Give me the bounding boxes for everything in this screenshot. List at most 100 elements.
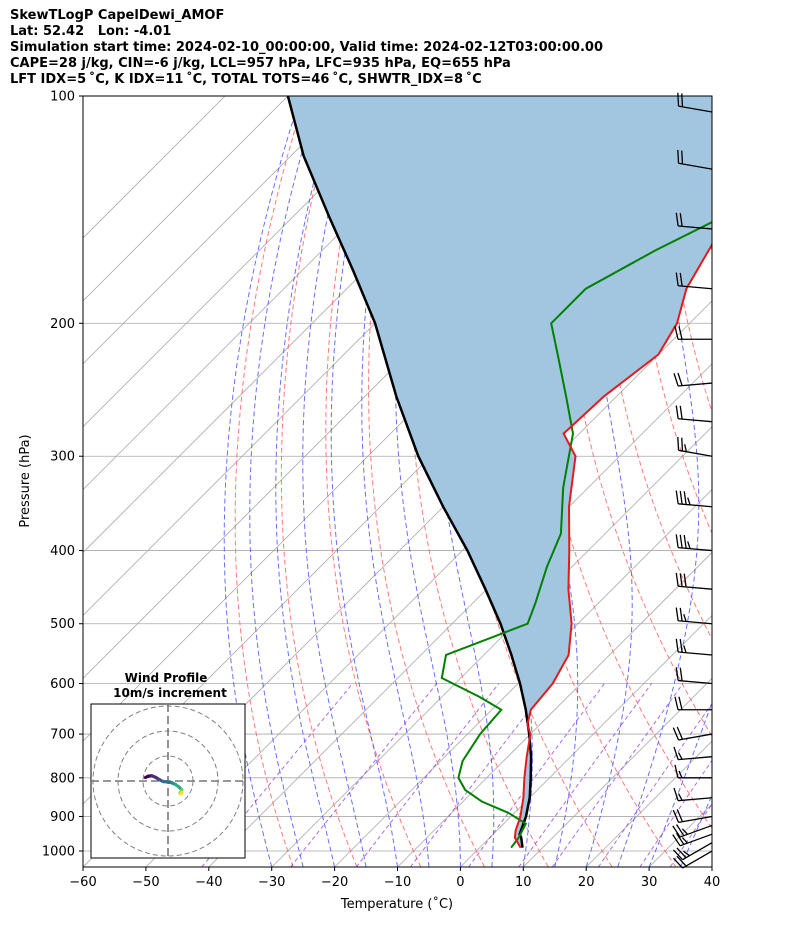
y-tick-label: 400 [50, 544, 75, 559]
hodograph-inset: Wind Profile 10m/s increment [90, 671, 246, 859]
y-tick-label: 700 [50, 728, 75, 743]
mixing-ratio-line [409, 683, 551, 867]
location-line: Lat: 52.42 Lon: -4.01 [10, 24, 172, 39]
wind-barb [675, 405, 713, 423]
temperature-line [513, 242, 712, 849]
dry-adiabat [595, 96, 712, 641]
x-tick-label: −30 [258, 875, 285, 890]
moist-adiabat [648, 700, 712, 867]
y-tick-label: 1000 [42, 845, 75, 860]
wind-barb [677, 436, 713, 457]
moist-adiabat [361, 96, 430, 867]
wind-barb [673, 746, 713, 761]
isotherm [83, 96, 289, 302]
axes: −60 −50 −40 −30 −20 −10 0 10 20 30 40 1000 900 800 700… [42, 90, 720, 891]
y-tick-label: 200 [50, 317, 75, 332]
dry-adiabat [325, 96, 422, 867]
chart-header: SkewTLogP CapelDewi_AMOF Lat: 52.42 Lon:… [10, 8, 603, 88]
wind-barb [675, 212, 713, 230]
moist-adiabat [394, 96, 461, 867]
mixing-ratio-line [355, 683, 500, 867]
moist-adiabat [330, 96, 398, 867]
wind-barb [677, 149, 713, 170]
wind-barb [672, 850, 713, 869]
cape-area [287, 96, 712, 848]
isotherm [83, 96, 352, 365]
wind-barb [672, 824, 713, 838]
wind-barb [673, 787, 713, 802]
wind-barb [672, 726, 713, 741]
x-tick-label: −60 [69, 875, 96, 890]
moist-adiabat [275, 96, 338, 867]
wind-barb [674, 696, 712, 711]
dry-adiabat [280, 96, 358, 867]
y-tick-label: 900 [50, 810, 75, 825]
x-tick-label: 40 [704, 875, 721, 890]
y-tick-label: 100 [50, 90, 75, 105]
x-tick-label: −20 [321, 875, 348, 890]
wind-barb [675, 534, 713, 552]
moist-adiabat [585, 96, 633, 867]
x-tick-label: 10 [515, 875, 532, 890]
chart-title: SkewTLogP CapelDewi_AMOF [10, 8, 225, 23]
y-tick-label: 600 [50, 677, 75, 692]
wind-barb [672, 809, 713, 823]
wind-barb [672, 842, 713, 861]
wind-barb [674, 764, 712, 779]
mixing-ratio-line [518, 683, 653, 867]
x-tick-label: 30 [641, 875, 658, 890]
mixing-ratio-line [639, 759, 712, 867]
isotherm [271, 426, 712, 867]
x-tick-label: 20 [578, 875, 595, 890]
dewpoint-line [440, 220, 712, 849]
wind-barb [673, 372, 713, 387]
y-tick-label: 500 [50, 617, 75, 632]
moist-adiabat [711, 865, 712, 867]
dry-adiabat [728, 96, 794, 867]
cape-shading [287, 96, 712, 848]
time-line: Simulation start time: 2024-02-10_00:00:… [10, 40, 603, 55]
isotherm [334, 489, 712, 867]
stability-line: LFT IDX=5 ˚C, K IDX=11 ˚C, TOTAL TOTS=46… [10, 72, 482, 87]
x-tick-label: 0 [456, 875, 464, 890]
isotherm [83, 96, 414, 428]
y-tick-label: 300 [50, 450, 75, 465]
x-tick-label: −40 [195, 875, 222, 890]
mixing-ratio-line [551, 683, 684, 867]
dry-adiabat [761, 96, 794, 867]
indices-line: CAPE=28 j/kg, CIN=-6 j/kg, LCL=957 hPa, … [10, 56, 511, 71]
mixing-ratio-line [669, 803, 712, 867]
isotherm [460, 614, 712, 867]
hodograph-subtitle: 10m/s increment [113, 686, 227, 700]
x-tick-label: −10 [384, 875, 411, 890]
isotherm [397, 551, 712, 867]
hodograph-segment [179, 790, 184, 796]
isotherm [83, 96, 226, 239]
dry-adiabat [368, 96, 485, 867]
mixing-ratio-line [597, 702, 712, 867]
wind-barb [675, 572, 713, 590]
wind-barb [675, 638, 713, 656]
moist-adiabat [617, 96, 700, 867]
x-tick-label: −50 [132, 875, 159, 890]
isotherm [711, 866, 712, 867]
y-tick-label: 800 [50, 771, 75, 786]
wind-barbs [672, 92, 713, 869]
dry-adiabat [234, 96, 306, 867]
moist-adiabat [223, 96, 302, 867]
wind-barb [675, 272, 713, 290]
moist-adiabat [249, 96, 319, 867]
y-axis-label: Pressure (hPa) [18, 434, 33, 527]
mixing-ratio-line [290, 683, 438, 867]
dry-adiabat [662, 96, 712, 414]
hodograph-title: Wind Profile [125, 671, 208, 685]
isotherm [523, 677, 712, 867]
parcel-line [286, 96, 533, 848]
wind-barb [675, 607, 713, 625]
moist-adiabat [302, 96, 367, 867]
x-axis-label: Temperature (˚C) [340, 896, 453, 912]
wind-barb [675, 490, 713, 508]
wind-barb [672, 832, 713, 847]
wind-barb [675, 667, 713, 685]
